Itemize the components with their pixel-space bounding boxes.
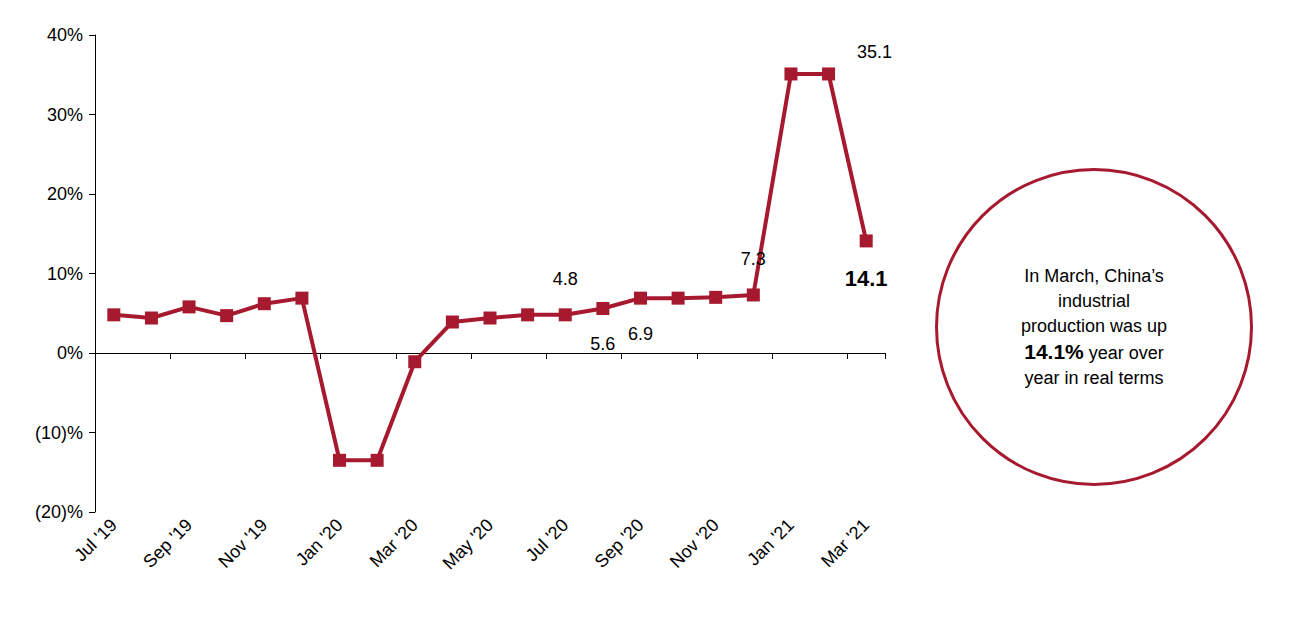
svg-text:Jul '19: Jul '19: [70, 515, 121, 566]
html-text:14.1% year over year in real t: 14.1% year over year in real terms: [1024, 339, 1164, 388]
svg-text:35.1: 35.1: [857, 42, 892, 62]
svg-text:Mar '20: Mar '20: [366, 515, 422, 571]
svg-text:(20)%: (20)%: [35, 502, 83, 522]
svg-text:0%: 0%: [57, 343, 83, 363]
svg-text:Sep '19: Sep '19: [139, 515, 196, 572]
svg-text:7.3: 7.3: [741, 249, 766, 269]
svg-text:30%: 30%: [47, 105, 83, 125]
svg-text:14.1: 14.1: [845, 266, 888, 291]
svg-text:10%: 10%: [47, 264, 83, 284]
svg-text:6.9: 6.9: [628, 324, 653, 344]
svg-text:5.6: 5.6: [590, 334, 615, 354]
svg-text:40%: 40%: [47, 25, 83, 45]
svg-text:4.8: 4.8: [553, 269, 578, 289]
svg-text:Mar '21: Mar '21: [817, 515, 873, 571]
svg-text:Nov '20: Nov '20: [666, 515, 723, 572]
svg-text:Jan '20: Jan '20: [292, 515, 347, 570]
svg-text:20%: 20%: [47, 184, 83, 204]
html-text:In March, China’s industrial p: In March, China’s industrial production …: [1021, 265, 1167, 336]
svg-text:May '20: May '20: [439, 515, 497, 573]
svg-text:Jan '21: Jan '21: [743, 515, 798, 570]
svg-text:(10)%: (10)%: [35, 423, 83, 443]
svg-text:Nov '19: Nov '19: [214, 515, 271, 572]
svg-text:Jul '20: Jul '20: [522, 515, 573, 566]
svg-text:Sep '20: Sep '20: [591, 515, 648, 572]
